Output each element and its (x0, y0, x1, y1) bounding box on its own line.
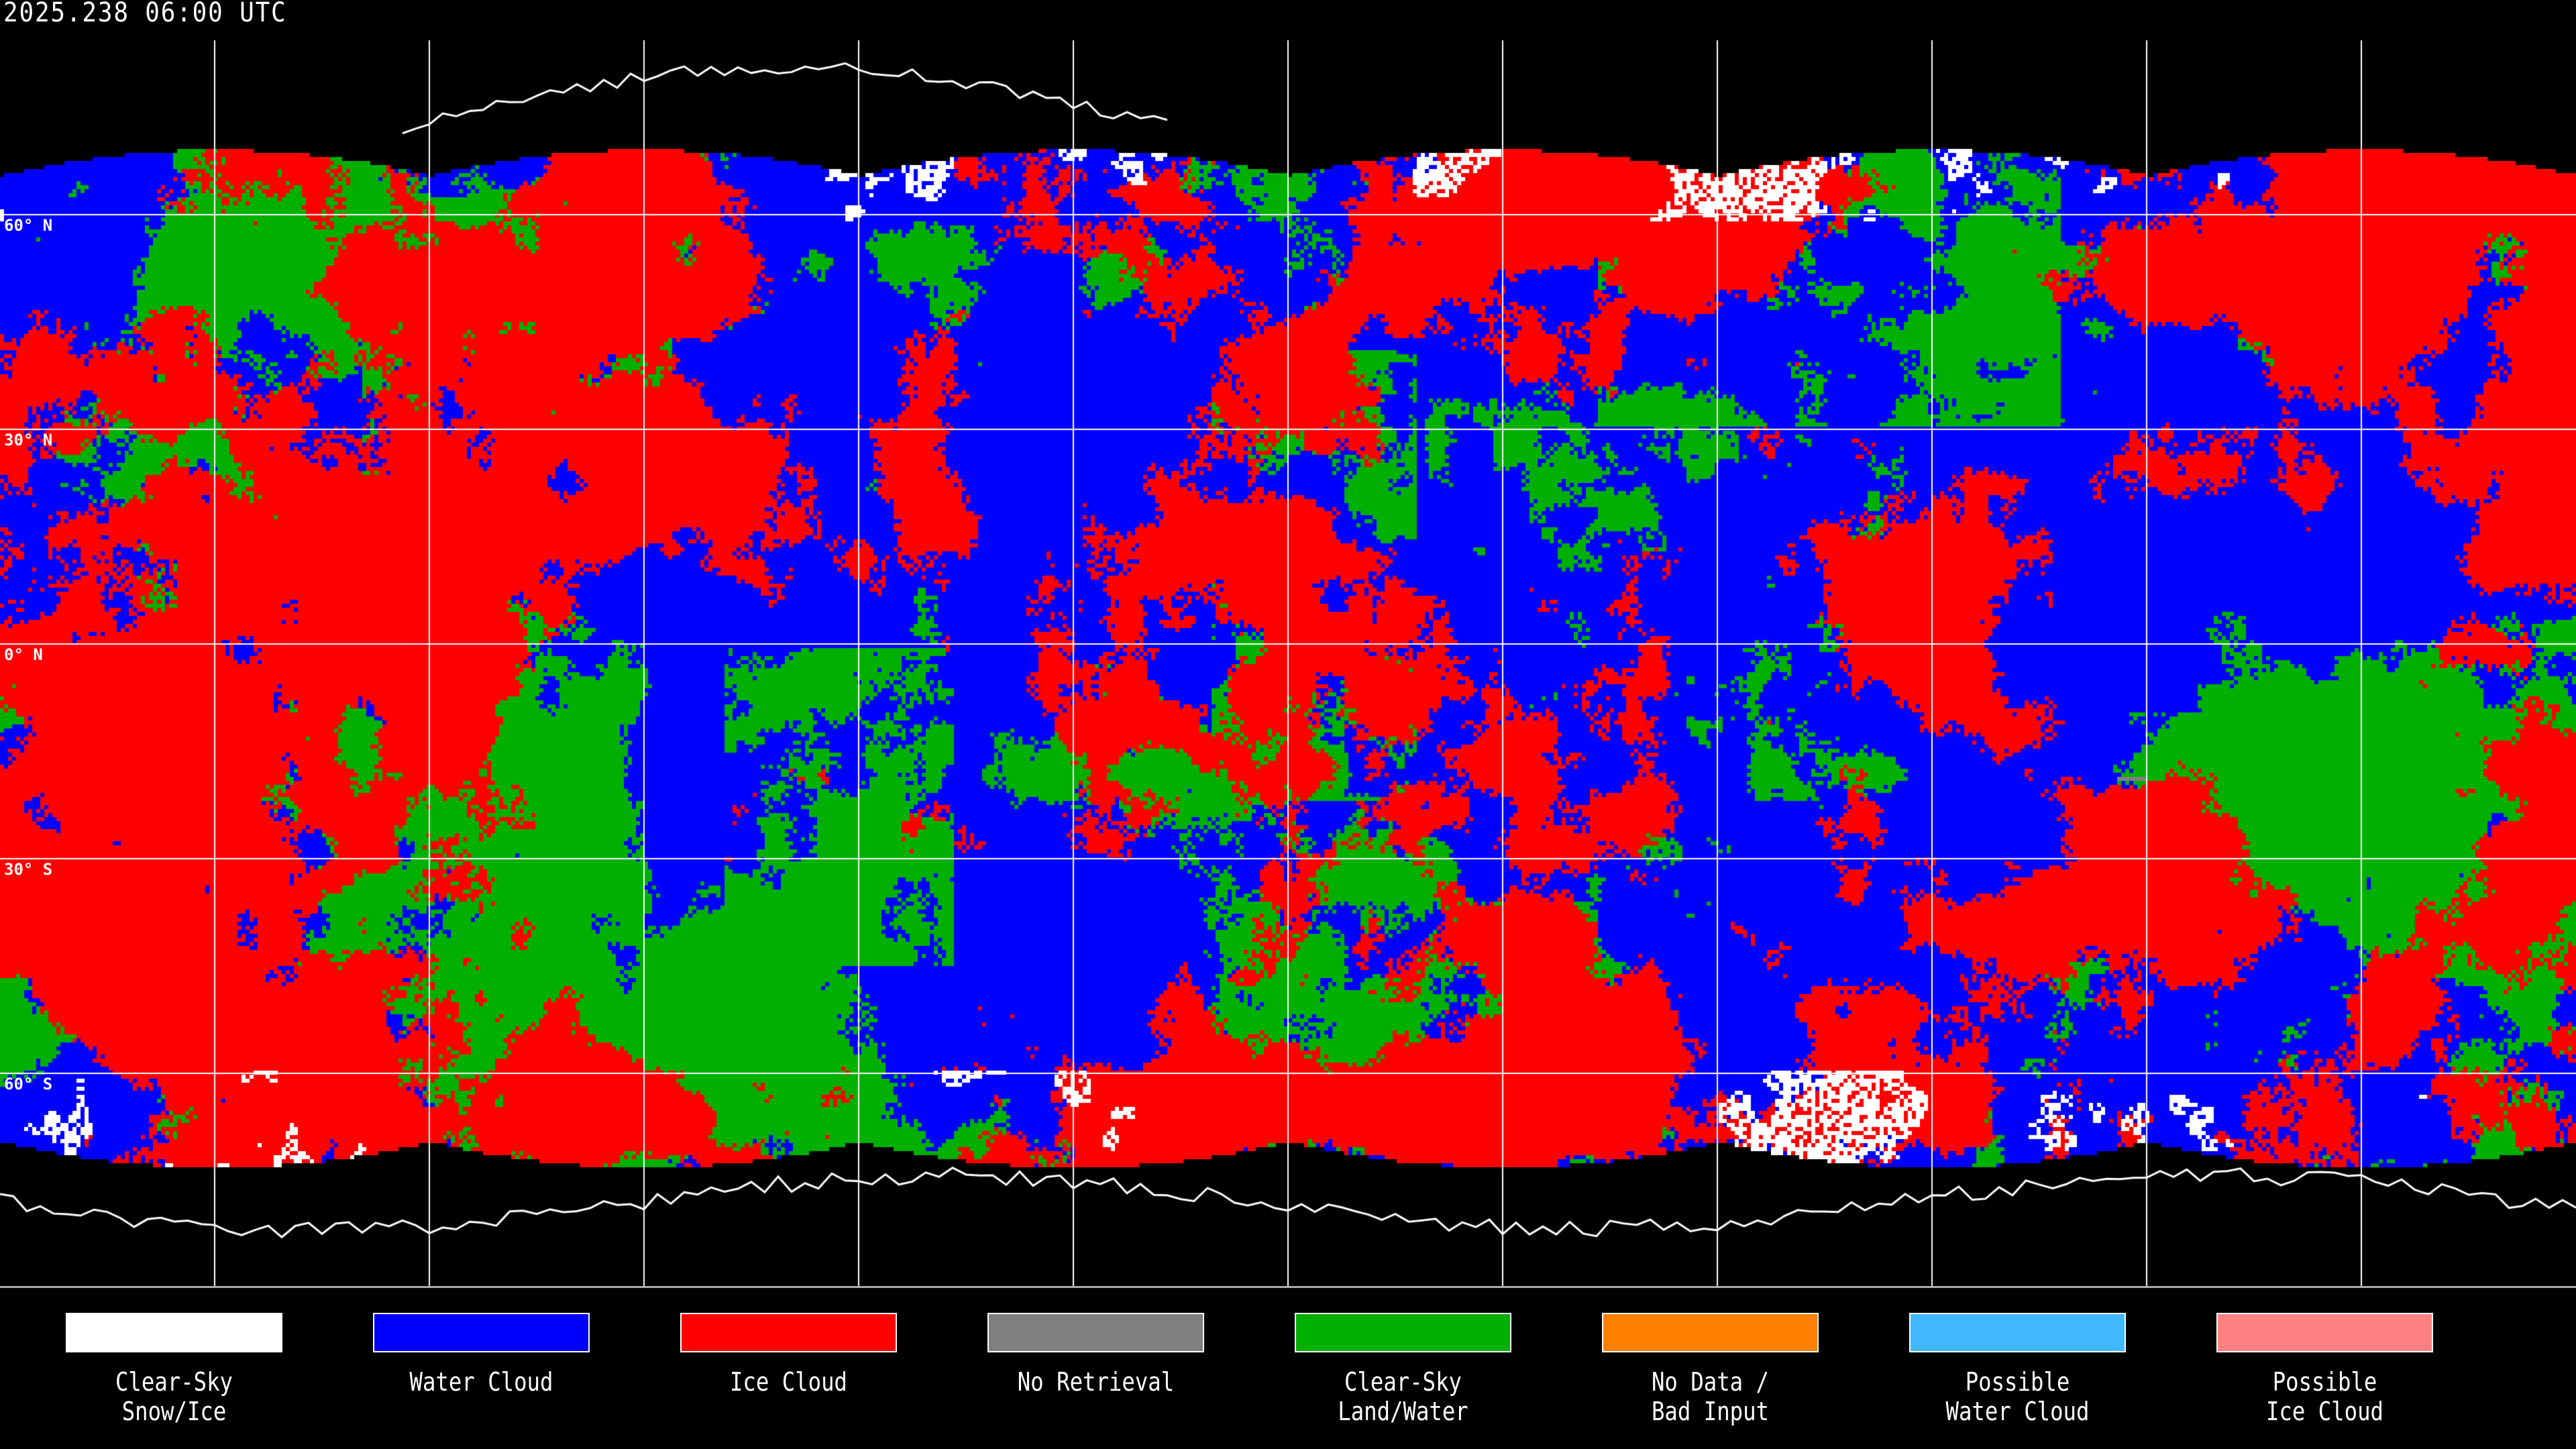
legend-label: Possible Water Cloud (1945, 1367, 2090, 1426)
legend-item: Clear-Sky Land/Water (1295, 1313, 1511, 1426)
legend-item: No Retrieval (987, 1313, 1204, 1397)
lat-label-30s: 30° S (4, 860, 53, 879)
legend-label: No Retrieval (1017, 1367, 1175, 1397)
lat-label-30n: 30° N (4, 431, 53, 449)
legend-item: No Data / Bad Input (1602, 1313, 1819, 1426)
legend-item: Clear-Sky Snow/Ice (66, 1313, 282, 1426)
timestamp: 2025.238 06:00 UTC (3, 0, 287, 28)
lat-label-0: 0° N (4, 645, 43, 664)
legend-label: Clear-Sky Snow/Ice (115, 1367, 233, 1426)
legend-item: Possible Ice Cloud (2216, 1313, 2433, 1426)
legend-swatch (373, 1313, 590, 1352)
legend-swatch (1295, 1313, 1511, 1352)
legend-swatch (66, 1313, 282, 1352)
legend-swatch (1602, 1313, 1819, 1352)
legend-item: Water Cloud (373, 1313, 590, 1397)
legend: Clear-Sky Snow/Ice Water Cloud Ice Cloud No… (0, 1288, 2576, 1449)
lat-label-60n: 60° N (4, 216, 53, 235)
legend-label: No Data / Bad Input (1651, 1367, 1770, 1426)
cloud-phase-raster (0, 0, 2576, 1286)
lat-label-60s: 60° S (4, 1075, 53, 1093)
legend-swatch (987, 1313, 1204, 1352)
cloud-phase-map: 2025.238 06:00 UTC 60° N 30° N 0° N 30° … (0, 0, 2576, 1288)
legend-label: Possible Ice Cloud (2265, 1367, 2384, 1426)
legend-item: Possible Water Cloud (1909, 1313, 2126, 1426)
legend-label: Water Cloud (409, 1367, 553, 1397)
legend-item: Ice Cloud (680, 1313, 897, 1397)
legend-label: Clear-Sky Land/Water (1338, 1367, 1468, 1426)
legend-swatch (2216, 1313, 2433, 1352)
legend-swatch (680, 1313, 897, 1352)
legend-swatch (1909, 1313, 2126, 1352)
legend-label: Ice Cloud (729, 1367, 848, 1397)
